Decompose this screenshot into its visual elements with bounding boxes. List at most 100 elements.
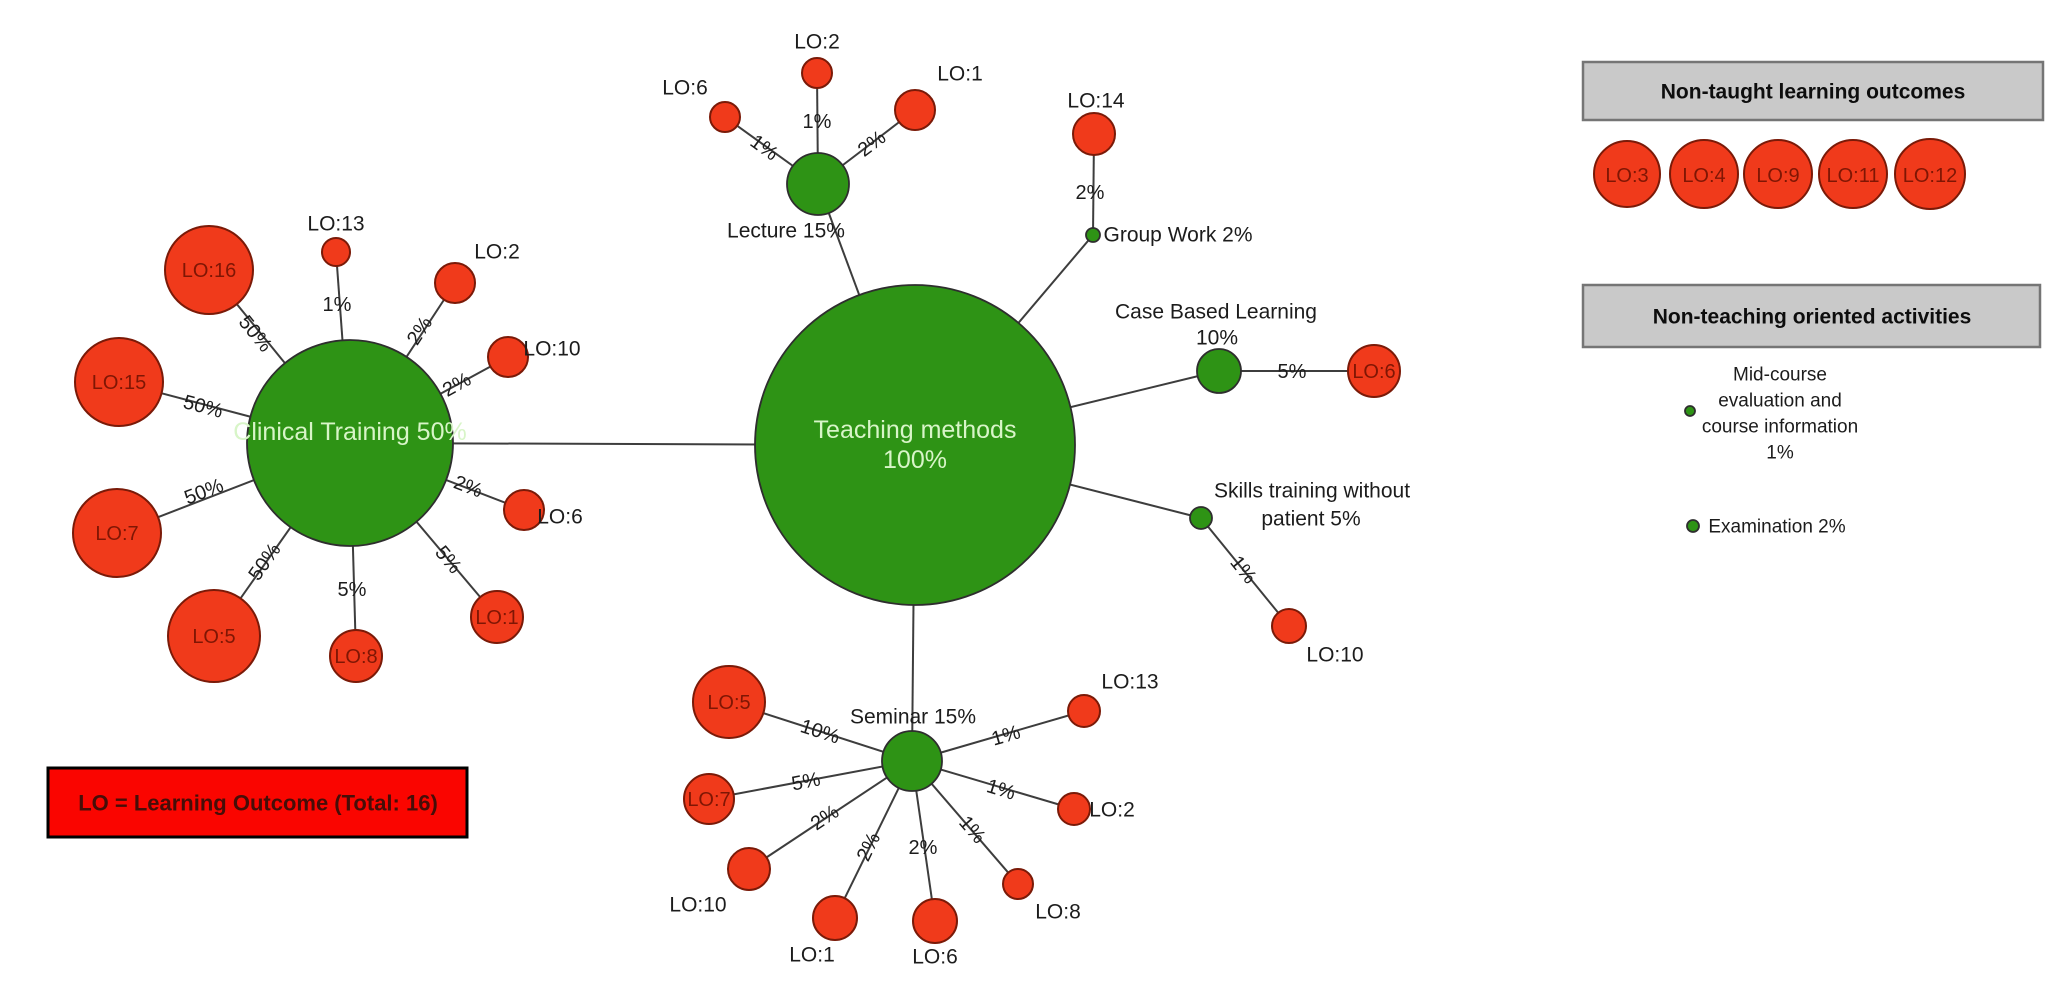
cl-lo2-label: LO:2 (474, 241, 520, 264)
node-midcourse-dot (1684, 405, 1696, 417)
nt-lo9-label: LO:9 (1756, 165, 1799, 187)
node-seminar (881, 730, 943, 792)
node-nt-lo4 (1669, 139, 1739, 209)
lecture-title: Lecture 15% (727, 220, 845, 243)
node-sem-lo13 (1067, 694, 1101, 728)
non-teaching-header: Non-teaching oriented activities (1653, 306, 1972, 329)
pct-lecture-lo2: 1% (803, 111, 832, 133)
node-sem-lo1 (812, 895, 858, 941)
lec-lo1-label: LO:1 (937, 63, 983, 86)
cl-lo7-label: LO:7 (95, 523, 138, 545)
clinical-training-title: Clinical Training 50% (233, 418, 466, 446)
cl-lo15-label: LO:15 (92, 372, 146, 394)
node-cl-lo2 (434, 262, 476, 304)
pct-sem-lo13: 1% (989, 721, 1023, 750)
pct-lecture-lo1: 2% (854, 126, 890, 161)
pct-sem-lo6: 2% (909, 837, 938, 859)
node-skills-lo10 (1271, 608, 1307, 644)
sem-lo10-label: LO:10 (669, 894, 726, 917)
pct-cl-lo16: 50% (234, 312, 276, 357)
teaching-methods-title-line2: 100% (883, 446, 947, 474)
node-sem-lo10 (727, 847, 771, 891)
node-sem-lo8 (1002, 868, 1034, 900)
cl-lo8-label: LO:8 (334, 646, 377, 668)
pct-cl-lo13: 1% (323, 294, 352, 316)
nt-lo12-label: LO:12 (1903, 165, 1957, 187)
node-cl-lo5 (167, 589, 261, 683)
lec-lo2-label: LO:2 (794, 31, 840, 54)
midcourse-line4: 1% (1766, 443, 1794, 464)
groupwork-title: Group Work 2% (1104, 224, 1253, 247)
sem-lo1-label: LO:1 (789, 944, 835, 967)
lo14-label: LO:14 (1067, 90, 1125, 113)
nt-lo11-label: LO:11 (1827, 165, 1880, 187)
skills-title-line2: patient 5% (1261, 508, 1360, 531)
node-cbl-lo6 (1347, 344, 1401, 398)
non-teaching-header-box (1581, 283, 2042, 349)
pct-sem-lo1: 2% (853, 829, 886, 865)
pct-sem-lo7: 5% (790, 768, 823, 795)
nt-lo3-label: LO:3 (1605, 165, 1648, 187)
node-skills-dot (1189, 506, 1213, 530)
cbl-title-line2: 10% (1196, 327, 1238, 350)
pct-sem-lo10: 2% (807, 801, 843, 836)
lo-legend-box (46, 766, 469, 839)
pct-groupwork-lo14: 2% (1076, 182, 1105, 204)
sem-lo7-label: LO:7 (687, 789, 730, 811)
node-nt-lo9 (1743, 139, 1813, 209)
pct-skills-lo10: 1% (1225, 552, 1260, 588)
midcourse-line1: Mid-course (1733, 365, 1827, 386)
sem-lo5-label: LO:5 (707, 692, 750, 714)
node-clinical-training (246, 339, 454, 547)
node-sem-lo7 (683, 773, 735, 825)
lec-lo6-label: LO:6 (662, 77, 708, 100)
pct-cbl-lo6: 5% (1278, 361, 1307, 383)
node-cl-lo7 (72, 488, 162, 578)
node-lo14 (1072, 112, 1116, 156)
teaching-methods-title-line1: Teaching methods (814, 416, 1017, 444)
node-cl-lo8 (329, 629, 383, 683)
non-taught-header-box (1581, 60, 2045, 122)
edge-seminar-sem-lo7 (708, 760, 913, 800)
skills-lo10-label: LO:10 (1306, 644, 1363, 667)
cl-lo13-label: LO:13 (307, 213, 364, 236)
cl-lo6-label: LO:6 (537, 506, 583, 529)
sem-lo13-label: LO:13 (1101, 671, 1158, 694)
pct-cl-lo7: 50% (181, 474, 226, 509)
node-lec-lo2 (801, 57, 833, 89)
node-cl-lo15 (74, 337, 164, 427)
cbl-title-line1: Case Based Learning (1115, 301, 1317, 324)
sem-lo8-label: LO:8 (1035, 901, 1081, 924)
node-sem-lo5 (692, 665, 766, 739)
non-taught-header: Non-taught learning outcomes (1661, 81, 1966, 104)
cl-lo1-label: LO:1 (475, 607, 518, 629)
cbl-lo6-label: LO:6 (1352, 361, 1395, 383)
node-cl-lo10 (487, 336, 529, 378)
pct-sem-lo5: 10% (798, 715, 843, 748)
node-cl-lo6 (503, 489, 545, 531)
nt-lo4-label: LO:4 (1682, 165, 1725, 187)
node-sem-lo6 (912, 898, 958, 944)
pct-cl-lo10: 2% (439, 368, 475, 401)
node-exam-dot (1686, 519, 1700, 533)
pct-cl-lo8: 5% (338, 579, 367, 601)
cl-lo10-label: LO:10 (523, 338, 580, 361)
pct-cl-lo5: 50% (245, 539, 286, 585)
cl-lo5-label: LO:5 (192, 626, 235, 648)
seminar-title: Seminar 15% (850, 706, 976, 729)
cl-lo16-label: LO:16 (182, 260, 236, 282)
sem-lo2-label: LO:2 (1089, 799, 1135, 822)
node-sem-lo2 (1057, 792, 1091, 826)
midcourse-line3: course information (1702, 417, 1858, 438)
examination-label: Examination 2% (1708, 517, 1845, 538)
node-cl-lo13 (321, 237, 351, 267)
midcourse-line2: evaluation and (1718, 391, 1842, 412)
node-nt-lo12 (1894, 138, 1966, 210)
pct-sem-lo2: 1% (984, 775, 1018, 805)
node-nt-lo3 (1593, 140, 1661, 208)
node-case-based-learning (1196, 348, 1242, 394)
node-cl-lo16 (164, 225, 254, 315)
node-lec-lo1 (894, 89, 936, 131)
